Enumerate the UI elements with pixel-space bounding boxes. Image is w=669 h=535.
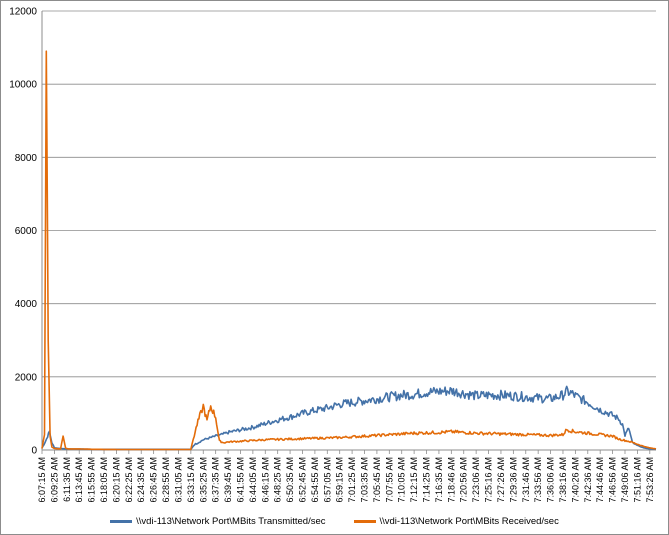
x-tick-label-0: 6:07:15 AM: [37, 457, 47, 503]
x-tick-label-23: 6:57:05 AM: [322, 457, 332, 503]
x-tick-label-20: 6:50:35 AM: [285, 457, 295, 503]
y-tick-label-12000: 12000: [9, 7, 37, 18]
series-line-1: [41, 50, 657, 451]
x-tick-label-28: 7:07:55 AM: [384, 457, 394, 503]
legend-entry-received: \\vdi-113\Network Port\MBits Received/se…: [353, 515, 559, 527]
y-tick-label-8000: 8000: [15, 153, 38, 164]
x-tick-label-31: 7:14:25 AM: [422, 457, 432, 503]
x-tick-label-16: 6:41:55 AM: [235, 457, 245, 503]
x-tick-label-33: 7:18:46 AM: [446, 457, 456, 503]
x-tick-label-36: 7:25:16 AM: [484, 457, 494, 503]
x-tick-label-46: 7:46:56 AM: [608, 457, 618, 503]
y-tick-label-4000: 4000: [15, 299, 38, 310]
legend-swatch-transmitted: [110, 519, 133, 523]
x-tick-label-14: 6:37:35 AM: [211, 457, 221, 503]
x-tick-label-27: 7:05:45 AM: [372, 457, 382, 503]
x-tick-label-4: 6:15:55 AM: [87, 457, 97, 503]
legend-swatch-received: [353, 519, 376, 523]
x-tick-label-43: 7:40:26 AM: [570, 457, 580, 503]
axes: [41, 11, 656, 454]
gridlines: [42, 10, 656, 378]
x-tick-label-15: 6:39:45 AM: [223, 457, 233, 503]
y-tick-label-10000: 10000: [9, 80, 37, 91]
x-tick-label-42: 7:38:16 AM: [558, 457, 568, 503]
x-tick-label-26: 7:03:35 AM: [360, 457, 370, 503]
y-tick-label-0: 0: [31, 446, 37, 457]
x-tick-label-1: 6:09:25 AM: [49, 457, 59, 503]
x-tick-label-5: 6:18:05 AM: [99, 457, 109, 503]
x-tick-label-6: 6:20:15 AM: [111, 457, 121, 503]
x-tick-label-21: 6:52:45 AM: [297, 457, 307, 503]
x-tick-label-29: 7:10:05 AM: [397, 457, 407, 503]
x-tick-label-13: 6:35:25 AM: [198, 457, 208, 503]
series-line-0: [41, 385, 657, 451]
legend-entry-transmitted: \\vdi-113\Network Port\MBits Transmitted…: [110, 515, 326, 527]
x-tick-label-35: 7:23:06 AM: [471, 457, 481, 503]
x-tick-label-49: 7:53:26 AM: [645, 457, 655, 503]
x-tick-label-37: 7:27:26 AM: [496, 457, 506, 503]
x-tick-label-40: 7:33:56 AM: [533, 457, 543, 503]
x-tick-label-9: 6:26:45 AM: [149, 457, 159, 503]
y-tick-labels: 0 2000 4000 6000 8000 10000 12000: [9, 7, 37, 457]
legend-label-transmitted: \\vdi-113\Network Port\MBits Transmitted…: [136, 515, 326, 527]
legend: \\vdi-113\Network Port\MBits Transmitted…: [0, 512, 669, 530]
x-tick-labels: 6:07:15 AM 6:09:25 AM 6:11:35 AM 6:13:45 AM…: [37, 457, 655, 503]
x-tick-label-48: 7:51:16 AM: [632, 457, 642, 503]
x-tick-label-32: 7:16:35 AM: [434, 457, 444, 503]
x-tick-label-19: 6:48:25 AM: [273, 457, 283, 503]
y-tick-label-6000: 6000: [15, 226, 38, 237]
x-tick-label-38: 7:29:36 AM: [508, 457, 518, 503]
x-tick-label-11: 6:31:05 AM: [173, 457, 183, 503]
x-tick-label-22: 6:54:55 AM: [310, 457, 320, 503]
legend-label-received: \\vdi-113\Network Port\MBits Received/se…: [379, 515, 559, 527]
x-tick-label-25: 7:01:25 AM: [347, 457, 357, 503]
x-tick-label-44: 7:42:36 AM: [583, 457, 593, 503]
x-tick-label-45: 7:44:46 AM: [595, 457, 605, 503]
x-tick-label-17: 6:44:05 AM: [248, 457, 258, 503]
x-tick-label-39: 7:31:46 AM: [521, 457, 531, 503]
x-tick-label-34: 7:20:56 AM: [459, 457, 469, 503]
x-tick-label-18: 6:46:15 AM: [260, 457, 270, 503]
x-tick-label-47: 7:49:06 AM: [620, 457, 630, 503]
x-tick-label-7: 6:22:25 AM: [124, 457, 134, 503]
x-tick-label-24: 6:59:15 AM: [335, 457, 345, 503]
x-tick-label-41: 7:36:06 AM: [546, 457, 556, 503]
x-tick-label-12: 6:33:15 AM: [186, 457, 196, 503]
y-tick-label-2000: 2000: [15, 372, 38, 383]
x-tick-label-10: 6:28:55 AM: [161, 457, 171, 503]
x-tick-label-8: 6:24:35 AM: [136, 457, 146, 503]
series-lines: [41, 50, 657, 451]
x-tick-label-2: 6:11:35 AM: [62, 457, 72, 502]
x-tick-label-3: 6:13:45 AM: [74, 457, 84, 503]
x-tick-label-30: 7:12:15 AM: [409, 457, 419, 503]
